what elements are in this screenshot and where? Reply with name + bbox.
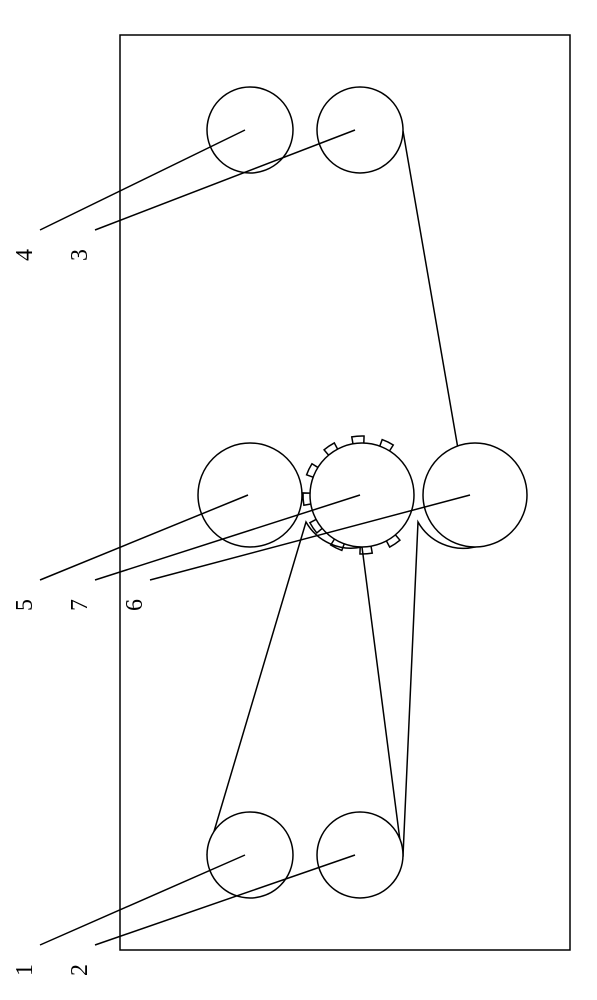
roller-c2 — [317, 812, 403, 898]
leader-label: 4 — [12, 249, 38, 261]
roller-c6 — [423, 443, 527, 547]
roller-c3 — [317, 87, 403, 173]
roller-c4 — [207, 87, 293, 173]
leader-label: 2 — [67, 964, 93, 976]
leader-label: 7 — [67, 599, 93, 611]
leader-label: 5 — [12, 599, 38, 611]
leader-label: 3 — [67, 249, 93, 261]
roller-c7 — [310, 443, 414, 547]
leader-label: 6 — [122, 599, 148, 611]
roller-c5 — [198, 443, 302, 547]
roller-c1 — [207, 812, 293, 898]
leader-label: 1 — [12, 964, 38, 976]
